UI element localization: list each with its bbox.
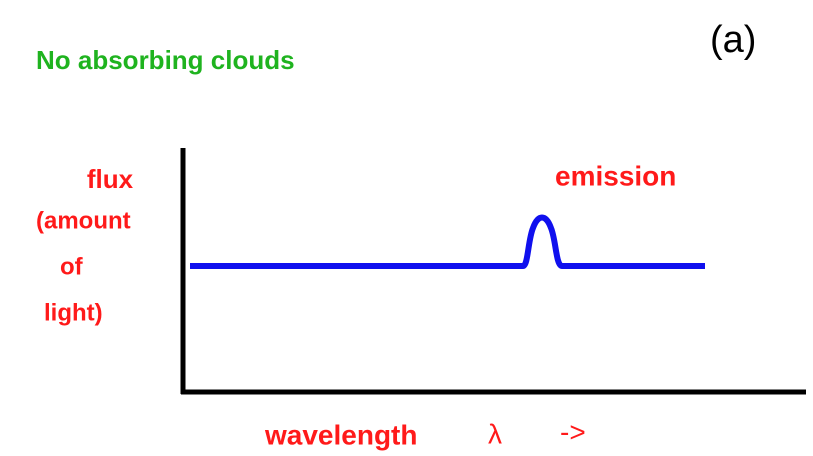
y-axis-label-line: light) xyxy=(44,299,103,326)
y-axis-label-line: (amount xyxy=(36,207,131,234)
x-axis-symbol: λ xyxy=(488,418,502,449)
x-axis-label: wavelength xyxy=(264,419,417,450)
title: No absorbing clouds xyxy=(36,45,295,75)
panel-label: (a) xyxy=(710,19,756,61)
y-axis-label-line: flux xyxy=(87,164,134,194)
spectrum-line xyxy=(190,214,705,269)
annotation: emission xyxy=(555,160,676,191)
x-axis-arrow: -> xyxy=(560,416,586,447)
y-axis-label-line: of xyxy=(60,253,84,280)
